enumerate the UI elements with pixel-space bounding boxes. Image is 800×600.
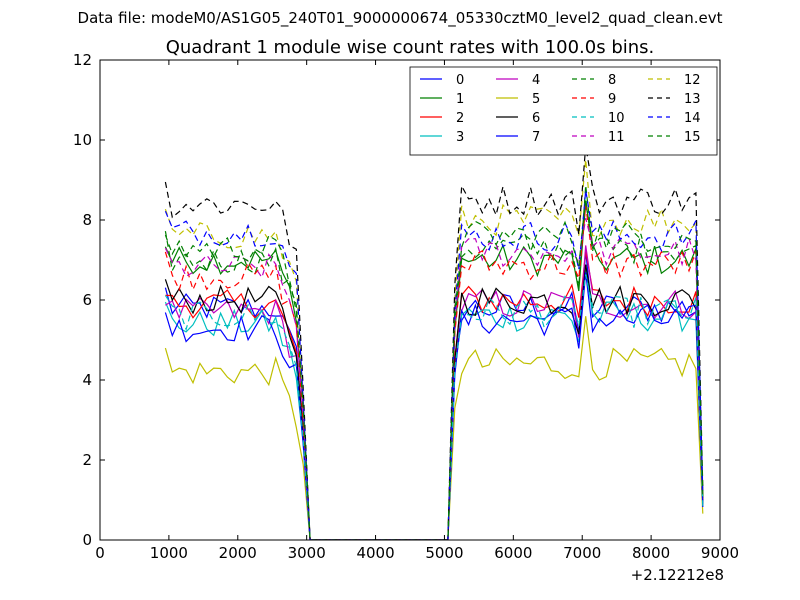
x-tick-label: 3000 xyxy=(288,544,326,562)
legend-label-15: 15 xyxy=(684,130,701,145)
series-line-6 xyxy=(164,264,704,540)
x-tick-label: 8000 xyxy=(632,544,670,562)
legend-box xyxy=(409,66,718,156)
x-tick-label: 7000 xyxy=(563,544,601,562)
legend-label-5: 5 xyxy=(532,92,540,107)
legend-label-12: 12 xyxy=(684,73,701,88)
y-tick-label: 2 xyxy=(82,451,92,469)
series-line-13 xyxy=(164,145,704,540)
y-tick-label: 6 xyxy=(82,291,92,309)
series-line-7 xyxy=(164,272,704,540)
series-line-14 xyxy=(164,190,704,540)
legend-label-4: 4 xyxy=(532,73,540,88)
legend-label-13: 13 xyxy=(684,92,701,107)
y-tick-label: 10 xyxy=(73,131,92,149)
figure-suptitle: Data file: modeM0/AS1G05_240T01_90000006… xyxy=(77,9,723,27)
legend-label-8: 8 xyxy=(608,73,616,88)
chart-title: Quadrant 1 module wise count rates with … xyxy=(165,37,655,58)
series-line-4 xyxy=(165,245,704,540)
x-tick-label: 0 xyxy=(95,544,105,562)
legend-label-7: 7 xyxy=(532,130,540,145)
x-tick-label: 1000 xyxy=(150,544,188,562)
legend-label-6: 6 xyxy=(532,111,540,126)
legend-label-10: 10 xyxy=(608,111,625,126)
series-line-1 xyxy=(164,202,704,540)
legend-label-3: 3 xyxy=(456,130,464,145)
legend-label-0: 0 xyxy=(456,73,464,88)
x-tick-label: 4000 xyxy=(356,544,394,562)
series-line-9 xyxy=(164,205,704,540)
legend-label-1: 1 xyxy=(456,92,464,107)
series-line-12 xyxy=(164,159,704,540)
series-line-3 xyxy=(164,270,704,540)
y-tick-label: 12 xyxy=(73,51,92,69)
y-tick-label: 8 xyxy=(82,211,92,229)
series-line-11 xyxy=(164,218,704,540)
y-tick-label: 0 xyxy=(82,531,92,549)
x-tick-label: 9000 xyxy=(701,544,739,562)
x-tick-label: 5000 xyxy=(425,544,463,562)
series-group xyxy=(164,145,704,540)
series-line-15 xyxy=(164,198,704,540)
x-offset-label: +2.12212e8 xyxy=(631,566,724,584)
x-tick-label: 6000 xyxy=(494,544,532,562)
y-tick-label: 4 xyxy=(82,371,92,389)
legend-label-9: 9 xyxy=(608,92,616,107)
legend-label-14: 14 xyxy=(684,111,701,126)
series-line-8 xyxy=(164,185,704,540)
legend-label-11: 11 xyxy=(608,130,625,145)
legend-label-2: 2 xyxy=(456,111,464,126)
series-line-5 xyxy=(164,316,704,540)
x-tick-label: 2000 xyxy=(219,544,257,562)
